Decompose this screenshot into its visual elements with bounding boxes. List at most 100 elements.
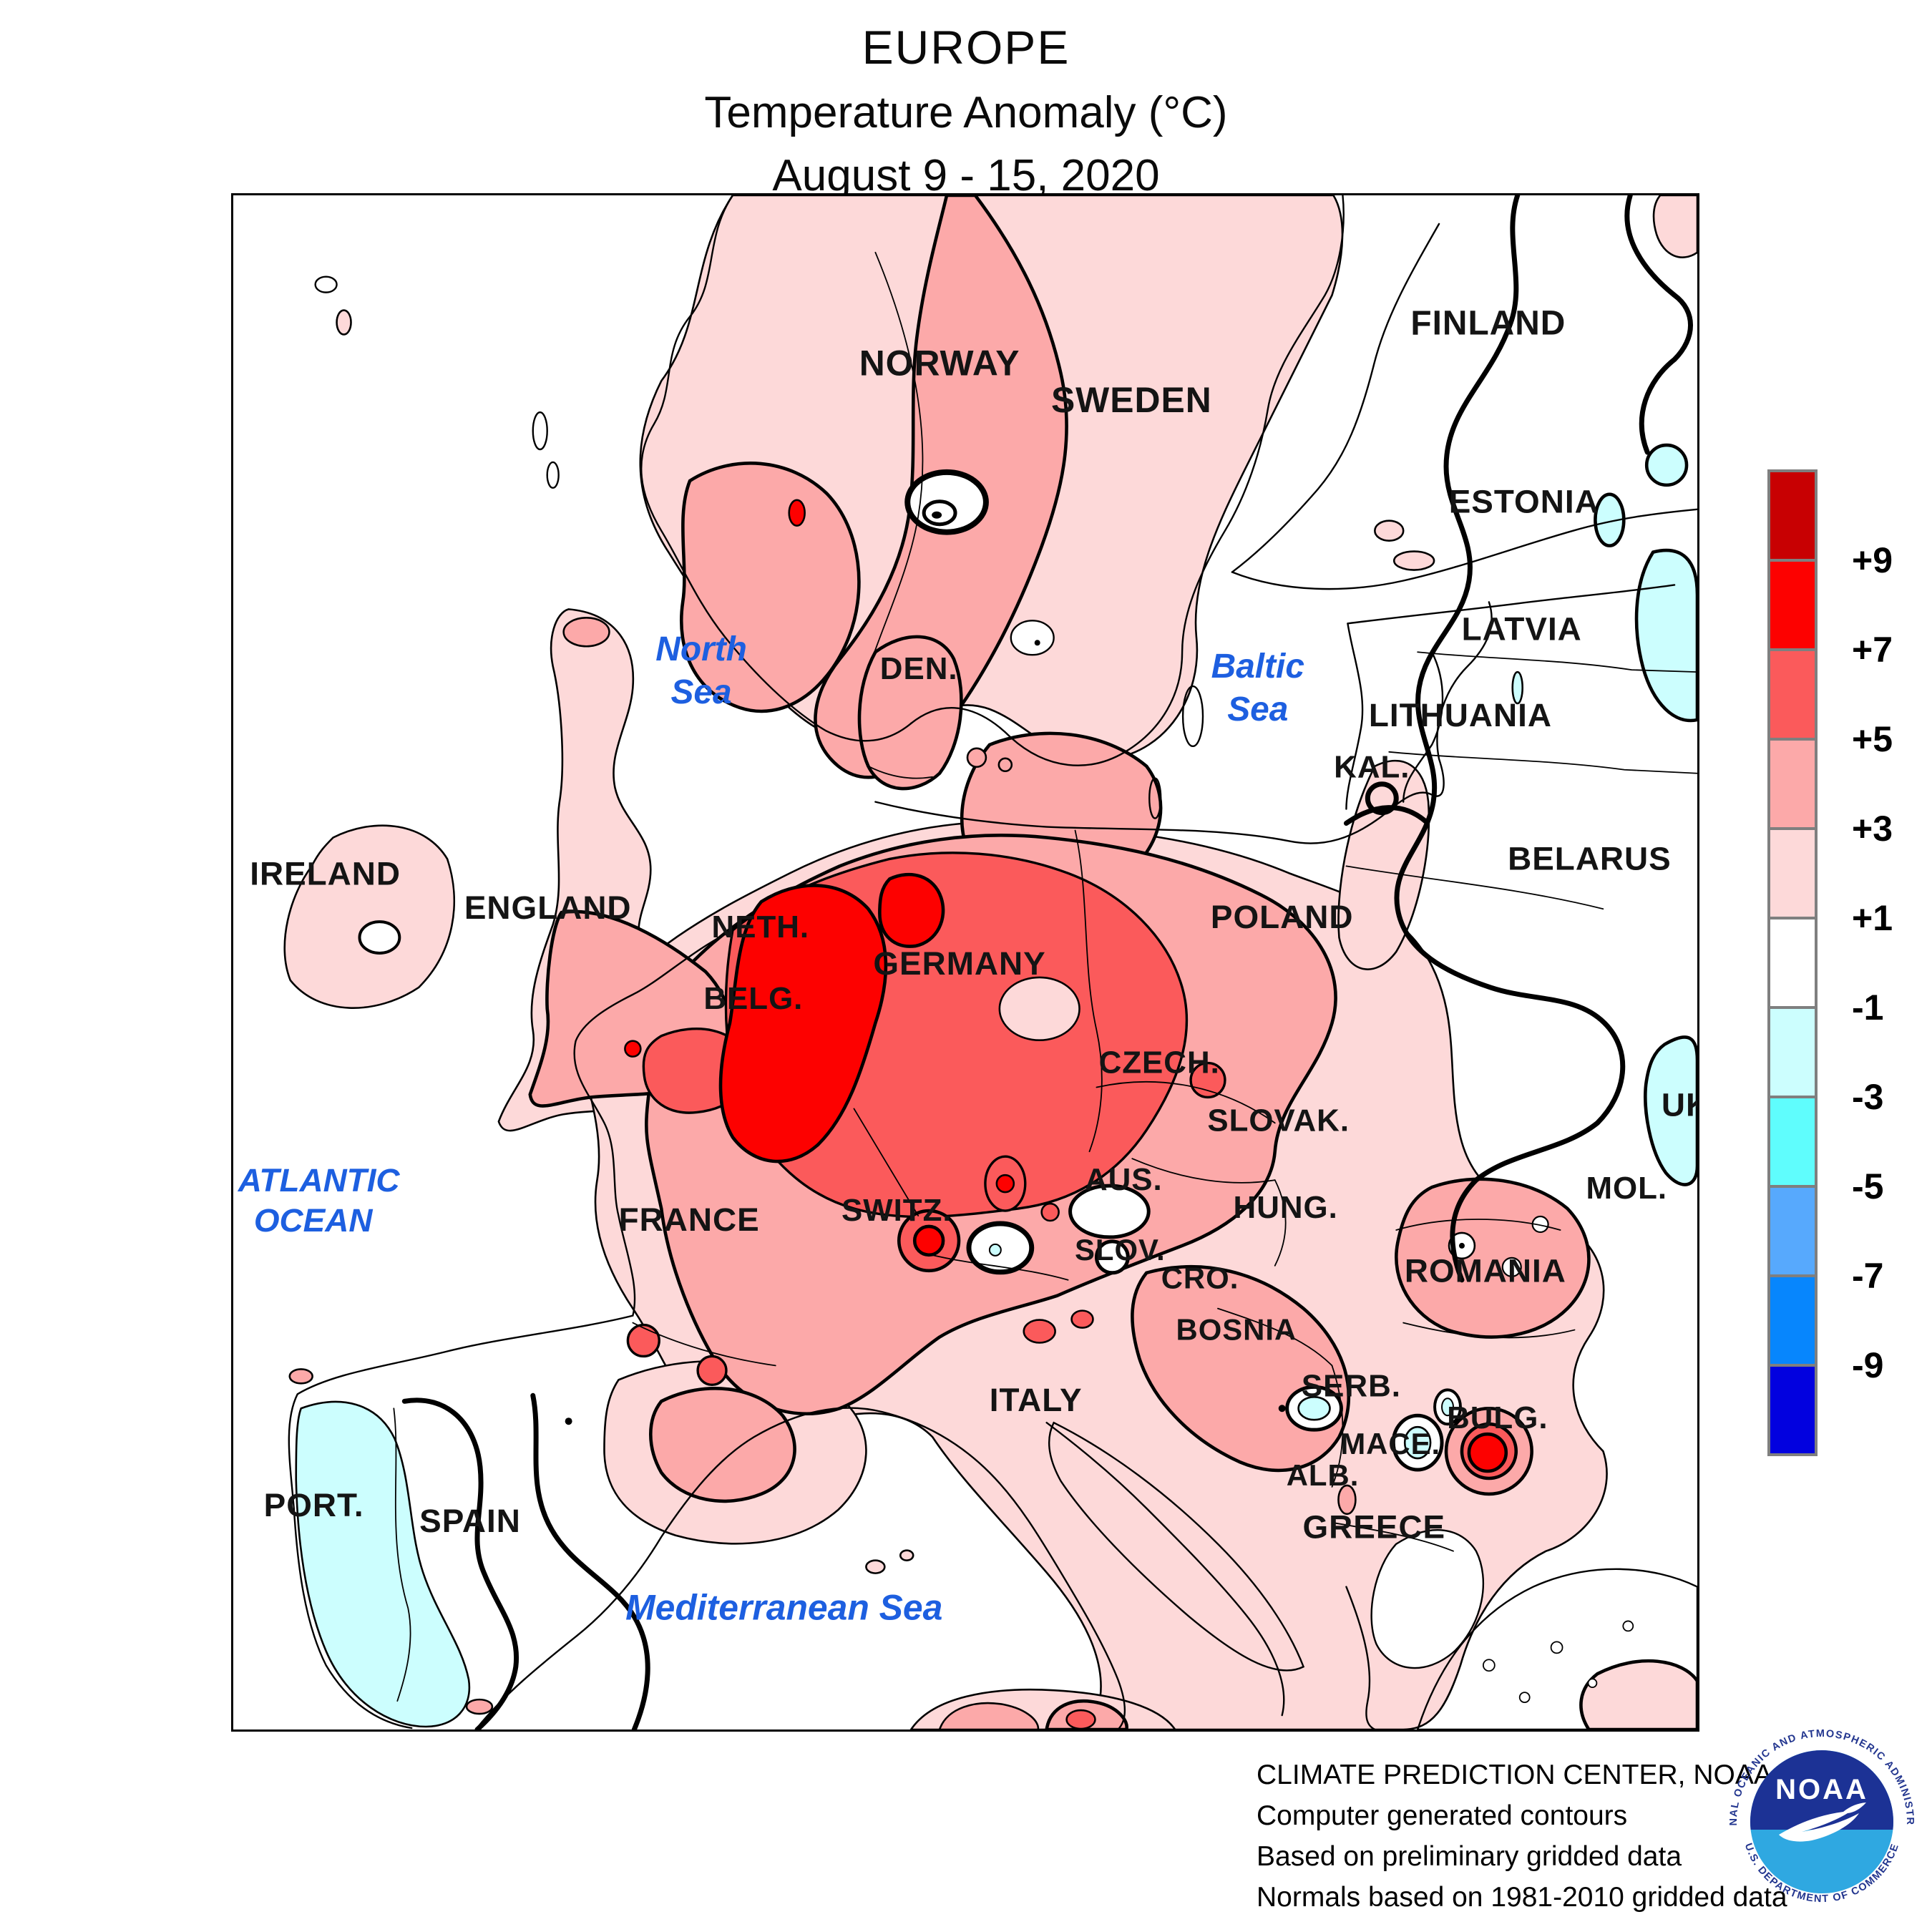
country-label-bulg: BULG. [1447, 1400, 1548, 1435]
credit-line-4: Normals based on 1981-2010 gridded data [1257, 1882, 1787, 1913]
country-label-czech: CZECH. [1099, 1045, 1220, 1080]
contour-region-lithuania-band [1337, 759, 1430, 970]
country-label-slov: SLOV. [1075, 1233, 1166, 1267]
legend-tick-5: +5 [1852, 719, 1893, 759]
country-label-uk: UK [1662, 1085, 1697, 1123]
legend-cell-6 [1767, 1006, 1818, 1098]
border-norway-sweden [860, 251, 924, 696]
border-germany-poland [1074, 829, 1103, 1153]
legend-tick-5: -5 [1852, 1166, 1883, 1206]
speck-serbia [1278, 1405, 1286, 1413]
thick-contour-east [1394, 195, 1626, 1283]
logo-disc-top [1750, 1750, 1893, 1830]
aegean-island5 [1622, 1620, 1634, 1632]
legend-cell-1 [1767, 559, 1818, 651]
credit-line-2: Computer generated contours [1257, 1800, 1628, 1831]
contour-region-iberia-cyan [295, 1400, 471, 1728]
contour-region-galicia-dot [288, 1368, 313, 1385]
country-label-aus: AUS. [1085, 1162, 1163, 1197]
map-labels: NORWAY SWEDEN FINLAND ESTONIA LATVIA LITHUANI… [238, 304, 1697, 1627]
legend-tick-1: +1 [1852, 898, 1893, 938]
coast-estonia-north [1347, 584, 1676, 625]
legend-cell-8 [1767, 1185, 1818, 1277]
country-label-mol: MOL. [1586, 1171, 1667, 1206]
contour-region-denmark [857, 635, 963, 791]
contour-region-danish-isle1 [966, 747, 987, 769]
country-label-poland: POLAND [1211, 898, 1354, 935]
coast-france-atlantic [288, 929, 734, 1729]
contour-region-russia-cyan-tall [1634, 548, 1697, 723]
country-label-belg: BELG. [703, 981, 803, 1016]
country-label-hung: HUNG. [1234, 1190, 1338, 1225]
country-label-mace: MACE. [1340, 1427, 1440, 1460]
contour-ring-features [358, 469, 1697, 1729]
germany-pale-hole [998, 976, 1080, 1041]
border-spain-france [632, 1322, 776, 1367]
country-label-switz: SWITZ. [841, 1193, 952, 1228]
contour-region-nw-germany-spot [878, 872, 945, 948]
coast-mediterranean-north [474, 1407, 1126, 1729]
border-poland-czech [1096, 1081, 1276, 1124]
thick-contour-topright [1624, 195, 1693, 455]
map-date-range: August 9 - 15, 2020 [772, 151, 1160, 200]
noaa-logo-svg: NOAA NATIONAL OCEANIC AND ATMOSPHERIC AD… [1728, 1728, 1915, 1905]
alps-cyan-dot [988, 1243, 1002, 1257]
austria-white-ring [1094, 1239, 1130, 1275]
credits-block: CLIMATE PREDICTION CENTER, NOAA Computer … [1257, 1755, 1787, 1918]
sea-label-sea: Sea [671, 673, 732, 711]
border-czech-austria [1131, 1158, 1276, 1184]
contour-region-balearic2 [899, 1549, 914, 1561]
coast-greece-west [1345, 1586, 1376, 1729]
contour-region-ukraine-cyan [1644, 1035, 1697, 1186]
map-svg: NORWAY SWEDEN FINLAND ESTONIA LATVIA LITHUANI… [238, 195, 1697, 1729]
contour-region-alps-blob1 [1023, 1319, 1056, 1344]
contour-region-estonia-island [1374, 519, 1405, 542]
country-label-norway: NORWAY [859, 343, 1020, 383]
country-label-port: PORT. [264, 1486, 364, 1523]
legend-tick-3: +3 [1852, 809, 1893, 849]
contour-region-peipus-cyan [1594, 492, 1626, 547]
country-label-den: DEN. [880, 651, 958, 686]
contour-region-bulgaria-core [1467, 1432, 1508, 1473]
sweden-white-hole [1010, 620, 1055, 656]
thick-contour-spain2 [530, 1392, 650, 1729]
coastlines [288, 195, 1697, 1729]
contour-region-estonia-island2 [1392, 550, 1435, 571]
contour-region-norway-south [679, 462, 861, 713]
legend-svg: +9 +7 +5 +3 +1 -1 -3 -5 -7 -9 [1767, 469, 1893, 1456]
contour-region-faroe [336, 309, 352, 336]
country-label-spain: SPAIN [419, 1502, 521, 1539]
romania-hole1-dot [1458, 1242, 1465, 1249]
contour-region-alps-blob2 [1070, 1309, 1094, 1329]
legend-cell-7 [1767, 1096, 1818, 1188]
contour-region-ne-spain-salmon [649, 1387, 796, 1503]
country-label-italy: ITALY [990, 1381, 1083, 1418]
legend-cell-5 [1767, 917, 1818, 1009]
legend-cell-9 [1767, 1274, 1818, 1367]
credit-line-3: Based on preliminary gridded data [1257, 1841, 1682, 1872]
ireland-white-pocket [358, 920, 401, 955]
border-romania-south [1402, 1322, 1576, 1339]
contour-region-scotland-tip [562, 617, 610, 648]
noaa-logo: NOAA NATIONAL OCEANIC AND ATMOSPHERIC AD… [1712, 1712, 1931, 1931]
legend-cell-10 [1767, 1364, 1818, 1456]
contour-region-latvia-sliver [1511, 670, 1524, 705]
legend-tick-1: -1 [1852, 987, 1883, 1028]
country-label-england: ENGLAND [464, 889, 632, 926]
coast-baltic-south [874, 601, 1493, 844]
country-label-lithuania: LITHUANIA [1369, 696, 1552, 733]
aegean-white [1416, 1568, 1697, 1729]
legend-tick-7: -7 [1852, 1256, 1883, 1296]
serbia-ring1-cyan [1297, 1396, 1331, 1421]
country-label-kal: KAL. [1334, 750, 1410, 785]
thick-contour-kal-ring [1365, 781, 1399, 816]
contour-region-france-spot2 [696, 1355, 728, 1387]
country-label-bosnia: BOSNIA [1176, 1313, 1297, 1347]
coast-riga-gulf [1402, 651, 1444, 803]
norway-eye-dot [932, 511, 942, 519]
seagull-icon [1779, 1802, 1866, 1842]
contour-region-sspain-dot [465, 1698, 494, 1715]
thick-contour-spain1 [401, 1397, 519, 1729]
contour-region-russia-cyan-round [1644, 443, 1689, 487]
speck-sweden [1034, 640, 1040, 646]
